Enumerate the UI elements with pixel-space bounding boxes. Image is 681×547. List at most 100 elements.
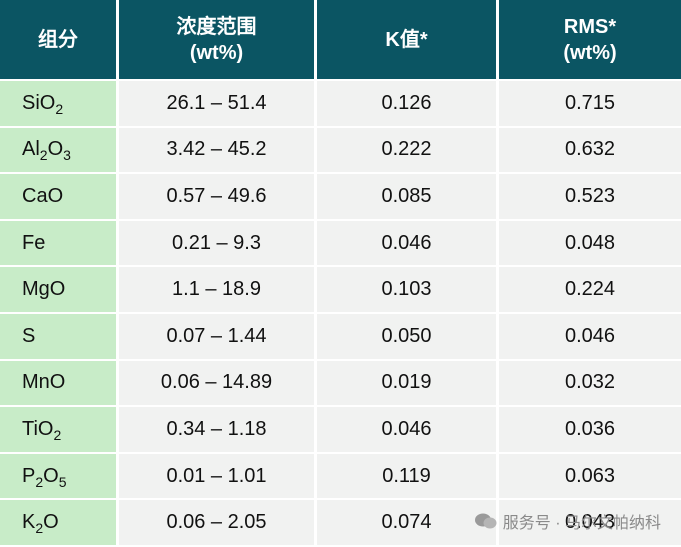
value-cell: 0.050 [317, 314, 496, 359]
component-cell: K2O [0, 500, 116, 545]
cell-text: 0.57 – 49.6 [166, 184, 267, 207]
component-cell: S [0, 314, 116, 359]
subscript: 5 [58, 473, 67, 490]
formula: K2O [22, 511, 59, 537]
header-cell: K值* [317, 0, 496, 79]
formula: TiO2 [22, 417, 62, 443]
cell-text: 0.046 [381, 231, 432, 254]
subscript: 2 [55, 100, 64, 117]
formula-text: Fe [22, 231, 46, 254]
formula-text: SiO [22, 91, 56, 114]
header-text: (wt%) [563, 41, 617, 64]
formula: Al2O3 [22, 138, 71, 164]
value-cell: 0.119 [317, 453, 496, 499]
header-text: 组分 [38, 28, 78, 51]
value-cell: 0.715 [499, 81, 681, 126]
value-cell: 0.063 [499, 453, 681, 499]
wechat-icon [474, 513, 497, 529]
header-text: 浓度范围 [176, 15, 257, 38]
cell-text: 0.074 [381, 511, 432, 534]
value-cell: 0.046 [317, 407, 496, 452]
cell-text: 0.119 [382, 464, 431, 487]
formula-text: MnO [22, 371, 66, 394]
value-cell: 0.57 – 49.6 [119, 174, 314, 219]
value-cell: 0.085 [317, 174, 496, 219]
component-cell: MgO [0, 267, 116, 312]
formula-text: MgO [22, 278, 66, 301]
header-text: K值* [385, 28, 428, 51]
value-cell: 0.048 [499, 220, 681, 266]
cell-text: 0.032 [564, 371, 616, 394]
value-cell: 1.1 – 18.9 [119, 267, 314, 312]
cell-text: 0.224 [564, 278, 616, 301]
value-cell: 0.103 [317, 267, 496, 312]
component-cell: Al2O3 [0, 127, 116, 173]
value-cell: 0.632 [499, 127, 681, 173]
value-cell: 0.21 – 9.3 [119, 220, 314, 266]
value-cell: 26.1 – 51.4 [119, 81, 314, 126]
cell-text: 0.01 – 1.01 [166, 464, 267, 487]
cell-text: 0.715 [564, 91, 616, 114]
formula-text: CaO [22, 184, 64, 207]
value-cell: 0.06 – 2.05 [119, 500, 314, 545]
cell-text: 0.019 [381, 371, 432, 394]
value-cell: 0.019 [317, 360, 496, 406]
subscript: 2 [39, 147, 48, 164]
component-cell: SiO2 [0, 81, 116, 126]
formula-text: O [43, 511, 59, 534]
cell-text: 0.07 – 1.44 [166, 324, 267, 347]
value-cell: 0.046 [499, 314, 681, 359]
value-cell: 0.046 [317, 220, 496, 266]
cell-text: 0.126 [381, 91, 432, 114]
component-cell: CaO [0, 174, 116, 219]
cell-text: 0.632 [564, 138, 616, 161]
value-cell: 0.126 [317, 81, 496, 126]
header-text: (wt%) [189, 41, 244, 64]
cell-text: 0.06 – 14.89 [160, 371, 273, 394]
value-cell: 0.224 [499, 267, 681, 312]
header-text: RMS* [563, 15, 617, 38]
formula-text: TiO [22, 417, 54, 440]
value-cell: 0.34 – 1.18 [119, 407, 314, 452]
cell-text: 0.222 [381, 138, 432, 161]
subscript: 2 [53, 426, 62, 443]
header-cell: RMS* (wt%) [499, 0, 681, 79]
cell-text: 26.1 – 51.4 [166, 91, 267, 114]
header-cell: 浓度范围 (wt%) [119, 0, 314, 79]
component-cell: TiO2 [0, 407, 116, 452]
watermark-text: 服务号 · 马尔文帕纳科 [502, 515, 661, 532]
formula: P2O5 [22, 465, 67, 490]
component-cell: Fe [0, 220, 116, 266]
cell-text: 0.048 [564, 231, 616, 254]
component-cell: P2O5 [0, 453, 116, 499]
cell-text: 0.085 [381, 184, 432, 207]
formula-text: S [22, 324, 36, 347]
formula: MgO [22, 278, 65, 301]
formula-text: K [22, 511, 36, 534]
header-cell: 组分 [0, 0, 116, 79]
formula: MnO [22, 371, 65, 394]
formula: S [22, 325, 35, 348]
value-cell: 0.07 – 1.44 [119, 314, 314, 359]
cell-text: 0.036 [564, 417, 616, 440]
value-cell: 0.06 – 14.89 [119, 360, 314, 406]
value-cell: 0.523 [499, 174, 681, 219]
formula-text: O [47, 138, 64, 161]
subscript: 2 [35, 520, 44, 537]
subscript: 2 [35, 473, 44, 490]
cell-text: 0.043 [564, 511, 616, 534]
formula: CaO [22, 185, 63, 208]
formula: Fe [22, 232, 45, 255]
value-cell: 0.01 – 1.01 [119, 453, 314, 499]
cell-text: 0.063 [564, 464, 616, 487]
cell-text: 0.050 [381, 324, 432, 347]
value-cell: 0.222 [317, 127, 496, 173]
watermark: 服务号 · 马尔文帕纳科 [474, 509, 661, 533]
cell-text: 0.21 – 9.3 [172, 231, 261, 254]
value-cell: 0.074 [317, 500, 496, 545]
cell-text: 1.1 – 18.9 [172, 278, 261, 301]
cell-text: 0.103 [381, 278, 432, 301]
cell-text: 0.34 – 1.18 [166, 417, 267, 440]
value-cell: 0.032 [499, 360, 681, 406]
